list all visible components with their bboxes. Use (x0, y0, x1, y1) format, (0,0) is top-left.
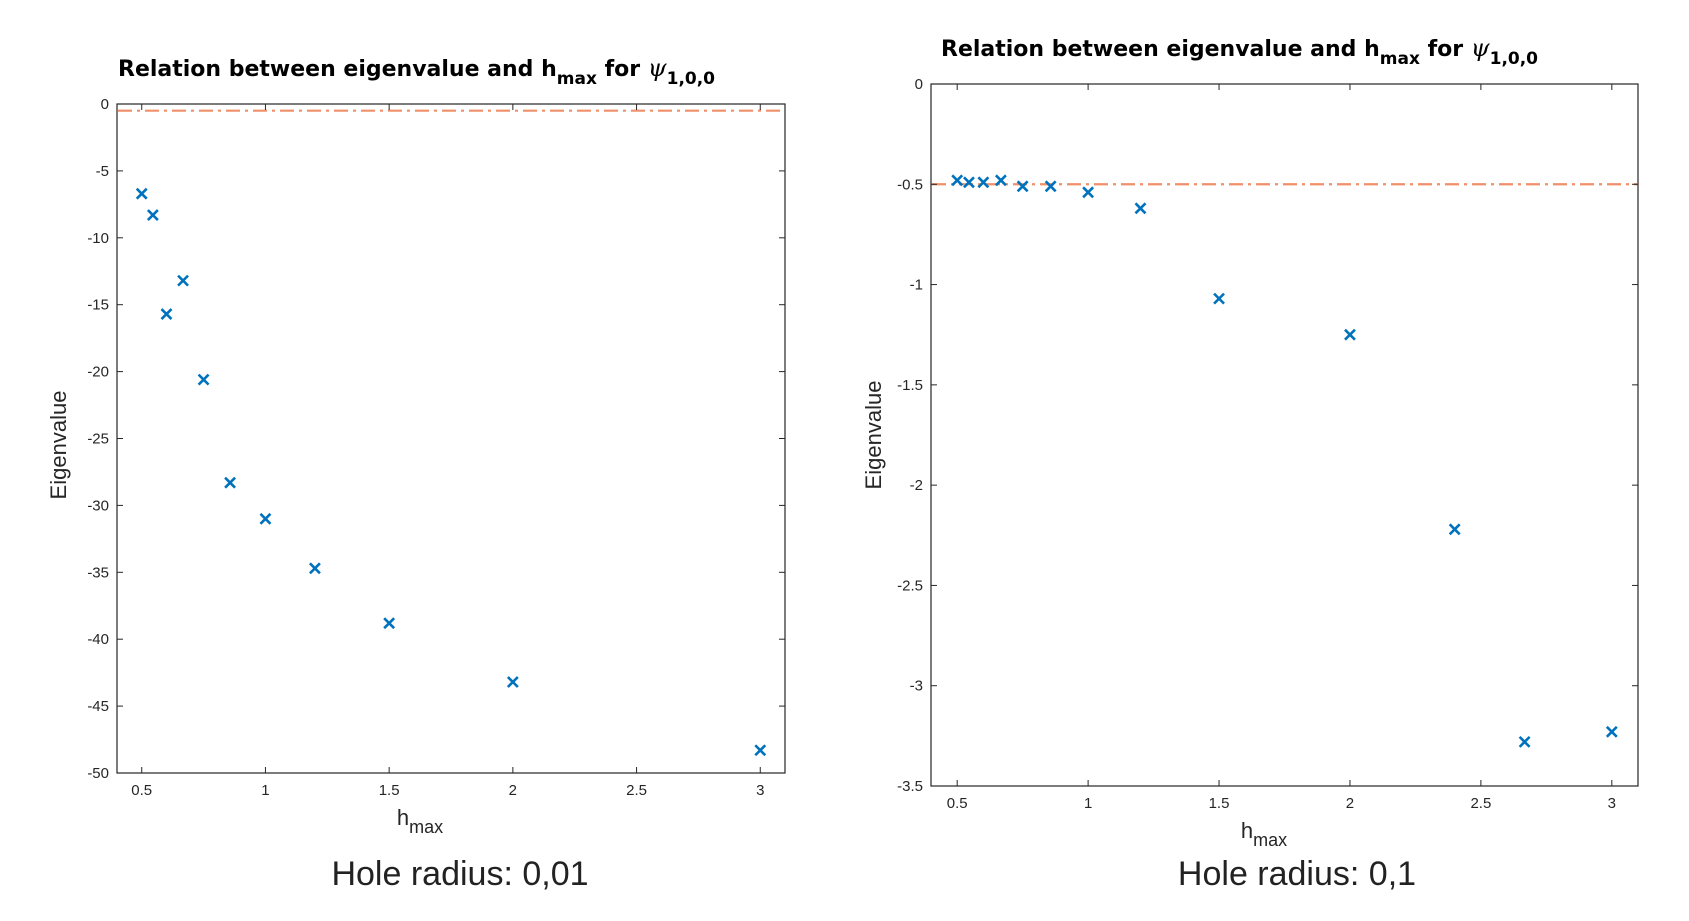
chart-left-data-point (383, 617, 396, 630)
chart-right-x-tick-label: 0.5 (947, 795, 968, 812)
chart-left-y-axis-label: Eigenvalue (46, 391, 71, 500)
chart-right-data-point (1605, 725, 1618, 738)
chart-left-y-tick-label: -10 (87, 230, 109, 247)
chart-left-y-tick-label: -45 (87, 698, 109, 715)
chart-right-title: Relation between eigenvalue and hmax for… (941, 34, 1538, 69)
chart-left-y-tick-label: -5 (96, 163, 109, 180)
chart-left-x-tick-label: 0.5 (131, 782, 152, 799)
chart-right-data-point (1448, 523, 1461, 536)
chart-left-y-tick-label: -50 (87, 765, 109, 782)
chart-left-axes-box (116, 103, 786, 774)
chart-right-axes-box (930, 83, 1639, 787)
chart-left-x-tick-label: 1.5 (379, 782, 400, 799)
chart-right-data-point (1044, 180, 1057, 193)
chart-left-data-point (146, 209, 159, 221)
chart-right-data-point (1213, 292, 1225, 305)
chart-left-data-point (754, 744, 767, 757)
chart-left-data-point (135, 187, 148, 200)
chart-right-x-tick-label: 1 (1084, 795, 1092, 812)
chart-left-data-point (160, 308, 173, 320)
chart-left-x-tick-label: 1 (261, 782, 269, 799)
chart-left-caption: Hole radius: 0,01 (331, 855, 588, 893)
chart-right-data-point (977, 176, 990, 189)
chart-right-y-tick-label: -0.5 (897, 176, 923, 193)
chart-right-y-axis-label: Eigenvalue (861, 381, 886, 490)
chart-right-x-tick-label: 2.5 (1470, 795, 1491, 812)
chart-left-data-point (506, 676, 519, 688)
chart-right-x-axis-label: hmax (1241, 818, 1287, 850)
chart-left-data-point (259, 512, 272, 525)
chart-right-y-tick-label: -3 (910, 678, 923, 695)
chart-left: Relation between eigenvalue and hmax for… (46, 54, 786, 893)
chart-left-y-tick-label: -35 (87, 564, 109, 581)
chart-right-data-point (1016, 180, 1029, 193)
chart-right-data-point (1134, 202, 1147, 215)
chart-left-data-point (309, 562, 321, 575)
chart-left-y-tick-label: -15 (87, 297, 109, 314)
chart-left-y-tick-label: -40 (87, 631, 109, 648)
chart-left-y-tick-label: -25 (87, 431, 109, 448)
chart-right-data-point (1082, 186, 1095, 199)
chart-right: Relation between eigenvalue and hmax for… (861, 34, 1639, 893)
chart-right-x-tick-label: 2 (1346, 795, 1354, 812)
chart-left-y-tick-label: -30 (87, 497, 109, 514)
chart-right-data-point (951, 174, 964, 187)
chart-left-data-point (197, 373, 210, 386)
chart-left-y-tick-label: 0 (101, 96, 109, 113)
chart-right-caption: Hole radius: 0,1 (1178, 855, 1416, 893)
chart-left-title: Relation between eigenvalue and hmax for… (118, 54, 715, 89)
chart-left-y-tick-label: -20 (87, 364, 109, 381)
chart-left-data-point (177, 274, 189, 287)
chart-right-x-tick-label: 1.5 (1209, 795, 1230, 812)
chart-left-plot-area: 0.5 1 1.5 2 2.5 3 0 -5 -10 -15 -20 -25 -30 -35 -40 -45 -… (87, 96, 786, 799)
chart-right-y-tick-label: -2.5 (897, 577, 923, 594)
chart-right-y-tick-label: -1.5 (897, 377, 923, 394)
chart-left-data-point (224, 476, 236, 489)
chart-left-x-axis-label: hmax (397, 805, 443, 837)
chart-right-y-tick-label: -2 (910, 477, 923, 494)
chart-right-data-point (1518, 735, 1531, 748)
chart-left-x-tick-label: 2.5 (626, 782, 647, 799)
chart-right-y-tick-label: -3.5 (897, 778, 923, 795)
chart-right-data-point (994, 174, 1007, 187)
chart-right-x-tick-label: 3 (1608, 795, 1616, 812)
chart-left-x-tick-label: 2 (509, 782, 517, 799)
chart-right-data-point (963, 176, 975, 189)
chart-right-y-tick-label: -1 (910, 277, 923, 294)
chart-right-data-point (1344, 328, 1356, 341)
chart-left-x-tick-label: 3 (756, 782, 764, 799)
chart-right-y-tick-label: 0 (915, 76, 923, 93)
chart-right-plot-area: 0.5 1 1.5 2 2.5 3 0 -0.5 -1 -1.5 -2 -2.5 -3 -3.5 (897, 76, 1639, 812)
